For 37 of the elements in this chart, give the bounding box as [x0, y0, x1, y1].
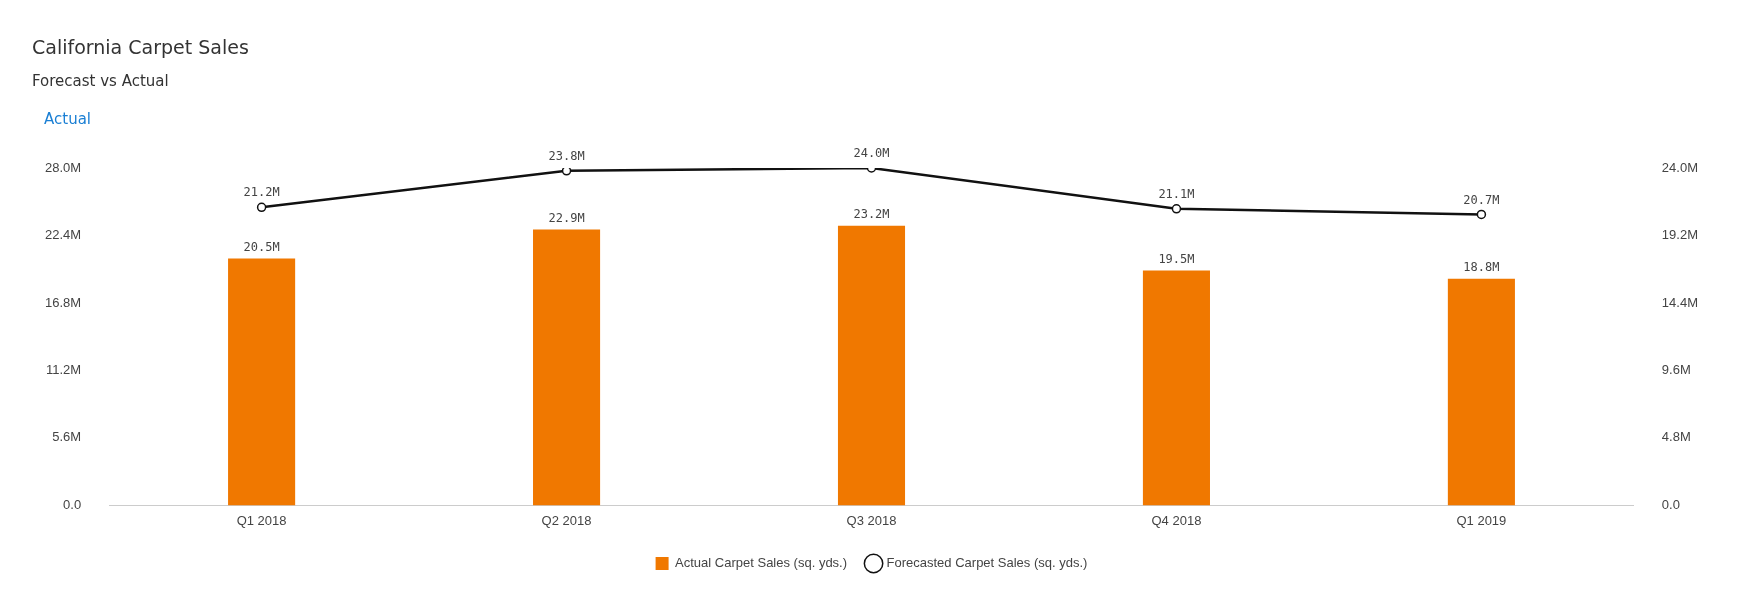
data-label: 24.0M — [853, 146, 890, 161]
data-label: 23.8M — [548, 148, 585, 163]
y-tick-label: 22.4M — [44, 227, 82, 243]
data-label: 20.7M — [1463, 192, 1500, 207]
data-label: 18.8M — [1463, 259, 1500, 274]
data-label: 21.2M — [243, 185, 280, 200]
chart-subtitle: Forecast vs Actual — [32, 72, 169, 90]
y2-tick-label: 9.6M — [1661, 362, 1691, 378]
bar — [1142, 270, 1210, 506]
bar — [533, 229, 601, 506]
x-tick-label: Q3 2018 — [846, 512, 897, 528]
x-tick-label: Q4 2018 — [1151, 512, 1202, 528]
y2-tick-label: 19.2M — [1661, 227, 1699, 243]
data-label: 23.2M — [853, 206, 890, 221]
data-label: 22.9M — [548, 210, 585, 225]
y-tick-label: 5.6M — [52, 429, 82, 445]
chart-title: California Carpet Sales — [32, 36, 249, 58]
y2-tick-label: 24.0M — [1661, 159, 1699, 175]
y-tick-label: 11.2M — [45, 362, 82, 378]
y-tick-label: 28.0M — [44, 159, 82, 175]
bar — [837, 225, 906, 506]
bar — [228, 258, 296, 506]
text: Actual — [44, 110, 91, 128]
data-label: 19.5M — [1158, 251, 1195, 266]
y-tick-label: 16.8M — [44, 294, 82, 310]
x-tick-label: Q2 2018 — [541, 512, 592, 528]
legend-label: Forecasted Carpet Sales (sq. yds.) — [886, 555, 1088, 571]
legend-label: Actual Carpet Sales (sq. yds.) — [675, 555, 848, 571]
y2-tick-label: 4.8M — [1661, 429, 1691, 445]
y2-tick-label: 0.0 — [1661, 496, 1680, 512]
y2-tick-label: 14.4M — [1661, 294, 1699, 310]
x-tick-label: Q1 2019 — [1456, 512, 1507, 528]
bar — [1447, 278, 1515, 506]
data-label: 20.5M — [243, 239, 280, 254]
x-tick-label: Q1 2018 — [236, 512, 287, 528]
data-label: 21.1M — [1158, 186, 1195, 201]
y-tick-label: 0.0 — [63, 496, 82, 512]
